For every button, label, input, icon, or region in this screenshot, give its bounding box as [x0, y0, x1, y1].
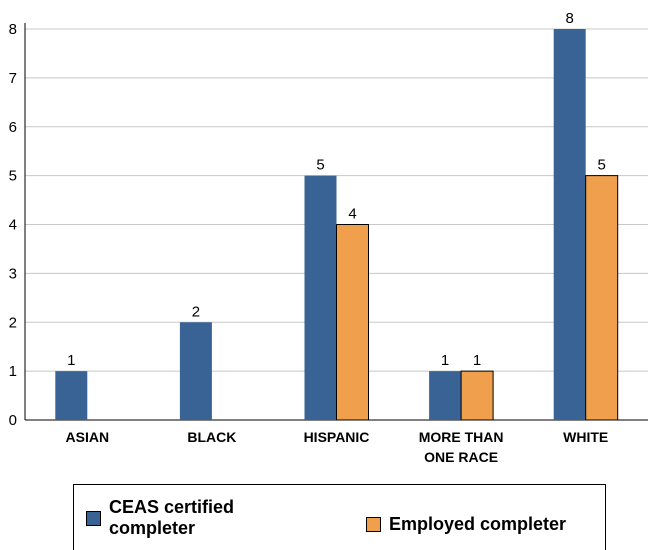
- y-tick-label: 3: [9, 265, 17, 282]
- legend-label-ceas-line2: completer: [109, 518, 196, 538]
- bar-series1-4: [585, 175, 619, 421]
- x-category-label: ONE RACE: [424, 449, 498, 465]
- bar-series1-3: [460, 370, 494, 421]
- legend-label-ceas: CEAS certified completer: [109, 497, 234, 539]
- y-tick-label: 0: [9, 412, 17, 429]
- x-category-label: WHITE: [563, 429, 608, 445]
- bar-series0-2: [304, 175, 337, 420]
- x-category-label: HISPANIC: [304, 429, 370, 445]
- data-label: 8: [566, 10, 574, 27]
- bar-series1-2: [336, 224, 369, 421]
- y-tick-label: 5: [9, 168, 17, 185]
- legend-item-ceas: CEAS certified completer: [86, 497, 234, 539]
- bar-series0-1: [179, 322, 212, 420]
- data-label: 2: [192, 303, 200, 320]
- legend-swatch-ceas: [86, 510, 101, 526]
- bar-series0-3: [429, 371, 462, 420]
- x-category-label: MORE THAN: [419, 429, 504, 445]
- x-category-label: ASIAN: [66, 429, 110, 445]
- legend-label-ceas-line1: CEAS certified: [109, 497, 235, 517]
- y-tick-label: 2: [9, 314, 17, 331]
- y-tick-label: 7: [9, 70, 17, 87]
- bar-series0-0: [55, 371, 88, 420]
- x-category-label: BLACK: [187, 429, 236, 445]
- data-label: 4: [348, 206, 356, 223]
- legend-item-employed: Employed completer: [366, 514, 566, 535]
- chart-legend: CEAS certified completer Employed comple…: [73, 484, 606, 550]
- data-label: 1: [67, 352, 75, 369]
- data-label: 1: [441, 352, 449, 369]
- data-label: 5: [598, 157, 606, 174]
- y-tick-label: 1: [9, 363, 17, 380]
- y-tick-label: 4: [9, 217, 17, 234]
- data-label: 5: [316, 157, 324, 174]
- legend-label-employed: Employed completer: [389, 514, 567, 534]
- y-tick-label: 8: [9, 21, 17, 38]
- data-label: 1: [473, 352, 481, 369]
- bar-chart: 0 1 2 3 4 5 6 7 8 1 ASIAN 2 BLACK 5 4 HISPANIC 1 1 MORE TH…: [9, 10, 648, 465]
- y-tick-label: 6: [9, 119, 17, 136]
- bar-series0-4: [553, 29, 586, 420]
- legend-swatch-employed: [366, 517, 381, 532]
